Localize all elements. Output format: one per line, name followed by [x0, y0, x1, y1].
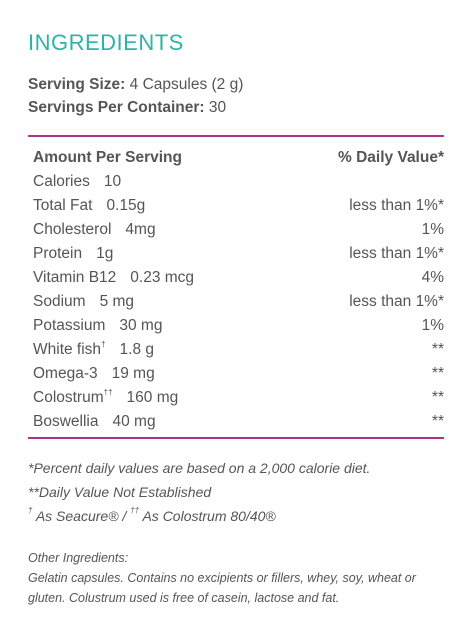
nutrient: Vitamin B12 0.23 mcg [33, 266, 194, 290]
serving-size-label: Serving Size: [28, 76, 126, 93]
nutrient-amount: 30 mg [119, 317, 163, 334]
nutrient-amount: 1.8 g [119, 341, 154, 358]
table-rows: Calories 10 Total Fat 0.15g less than 1%* Cho… [33, 170, 444, 434]
servings-per-container-label: Servings Per Container: [28, 99, 205, 116]
table-row: Potassium 30 mg 1% [33, 314, 444, 338]
nutrient-name: Omega-3 [33, 365, 98, 382]
nutrient-amount: 160 mg [126, 389, 179, 406]
header-daily-value: % Daily Value* [338, 149, 444, 166]
daily-value: ** [431, 365, 444, 382]
double-dagger-mark: †† [130, 506, 140, 515]
table-row: Calories 10 [33, 170, 444, 194]
table-row: Sodium 5 mg less than 1%* [33, 290, 444, 314]
divider-top [28, 135, 444, 137]
nutrient-name: Sodium [33, 293, 86, 310]
other-ingredients-label: Other Ingredients: [28, 551, 129, 565]
daily-value: ** [431, 389, 444, 406]
nutrient-amount: 40 mg [112, 413, 156, 430]
dagger-mark: † [28, 506, 33, 515]
page-title: INGREDIENTS [28, 30, 184, 55]
table-row: Total Fat 0.15g less than 1%* [33, 194, 444, 218]
percent-daily-note: *Percent daily values are based on a 2,0… [28, 460, 371, 476]
nutrient: Potassium 30 mg [33, 314, 162, 338]
nutrient: Omega-3 19 mg [33, 362, 155, 386]
table-row: Cholesterol 4mg 1% [33, 218, 444, 242]
header-amount-per-serving: Amount Per Serving [33, 149, 182, 166]
daily-value-note: **Daily Value Not Established [28, 484, 212, 500]
nutrient-name: Boswellia [33, 413, 99, 430]
servings-per-container: Servings Per Container: 30 [28, 99, 226, 117]
nutrient-amount: 19 mg [111, 365, 155, 382]
table-row: Protein 1g less than 1%* [33, 242, 444, 266]
table-row: Colostrum†† 160 mg ** [33, 386, 444, 410]
table-row: Boswellia 40 mg ** [33, 410, 444, 434]
nutrient: Colostrum†† 160 mg [33, 386, 178, 410]
nutrient-amount: 5 mg [99, 293, 135, 310]
nutrient-amount: 1g [96, 245, 114, 262]
other-ingredients-text: Gelatin capsules. Contains no excipients… [28, 571, 416, 605]
nutrient-name: Cholesterol [33, 221, 112, 238]
daily-value: 4% [421, 269, 444, 286]
nutrient-name: White fish [33, 341, 102, 358]
seacure-note: As Seacure® / [32, 508, 131, 524]
nutrient: Total Fat 0.15g [33, 194, 145, 218]
daily-value: ** [431, 413, 444, 430]
daily-value: 1% [421, 221, 444, 238]
nutrient: Protein 1g [33, 242, 113, 266]
serving-size: Serving Size: 4 Capsules (2 g) [28, 76, 243, 94]
nutrient: Sodium 5 mg [33, 290, 134, 314]
source-note: † As Seacure® / †† As Colostrum 80/40® [28, 504, 448, 528]
table-row: Omega-3 19 mg ** [33, 362, 444, 386]
nutrient-name: Calories [33, 173, 90, 190]
serving-size-value: 4 Capsules (2 g) [125, 76, 244, 93]
footnote-mark: †† [103, 388, 113, 397]
table-row: Vitamin B12 0.23 mcg 4% [33, 266, 444, 290]
nutrient-name: Protein [33, 245, 83, 262]
colostrum-note: As Colostrum 80/40® [139, 508, 276, 524]
daily-value: less than 1%* [349, 245, 444, 262]
daily-value: less than 1%* [349, 293, 444, 310]
nutrient: Cholesterol 4mg [33, 218, 156, 242]
table-header: Amount Per Serving % Daily Value* [33, 146, 444, 170]
nutrient-name: Colostrum [33, 389, 104, 406]
nutrient-name: Total Fat [33, 197, 93, 214]
nutrient-amount: 0.15g [106, 197, 146, 214]
daily-value: less than 1%* [349, 197, 444, 214]
servings-per-container-value: 30 [204, 99, 227, 116]
table-row: White fish† 1.8 g ** [33, 338, 444, 362]
nutrient: White fish† 1.8 g [33, 338, 154, 362]
footnotes: *Percent daily values are based on a 2,0… [28, 456, 448, 528]
nutrient-amount: 4mg [125, 221, 156, 238]
nutrition-table: Amount Per Serving % Daily Value* Calori… [33, 146, 444, 434]
other-ingredients: Other Ingredients: Gelatin capsules. Con… [28, 548, 448, 608]
nutrient-name: Vitamin B12 [33, 269, 117, 286]
footnote-mark: † [101, 340, 106, 349]
daily-value: 1% [421, 317, 444, 334]
nutrient-name: Potassium [33, 317, 106, 334]
nutrient-amount: 10 [103, 173, 122, 190]
nutrient: Boswellia 40 mg [33, 410, 156, 434]
nutrient-amount: 0.23 mcg [130, 269, 195, 286]
divider-bottom [28, 437, 444, 439]
nutrient: Calories 10 [33, 170, 121, 194]
daily-value: ** [431, 341, 444, 358]
